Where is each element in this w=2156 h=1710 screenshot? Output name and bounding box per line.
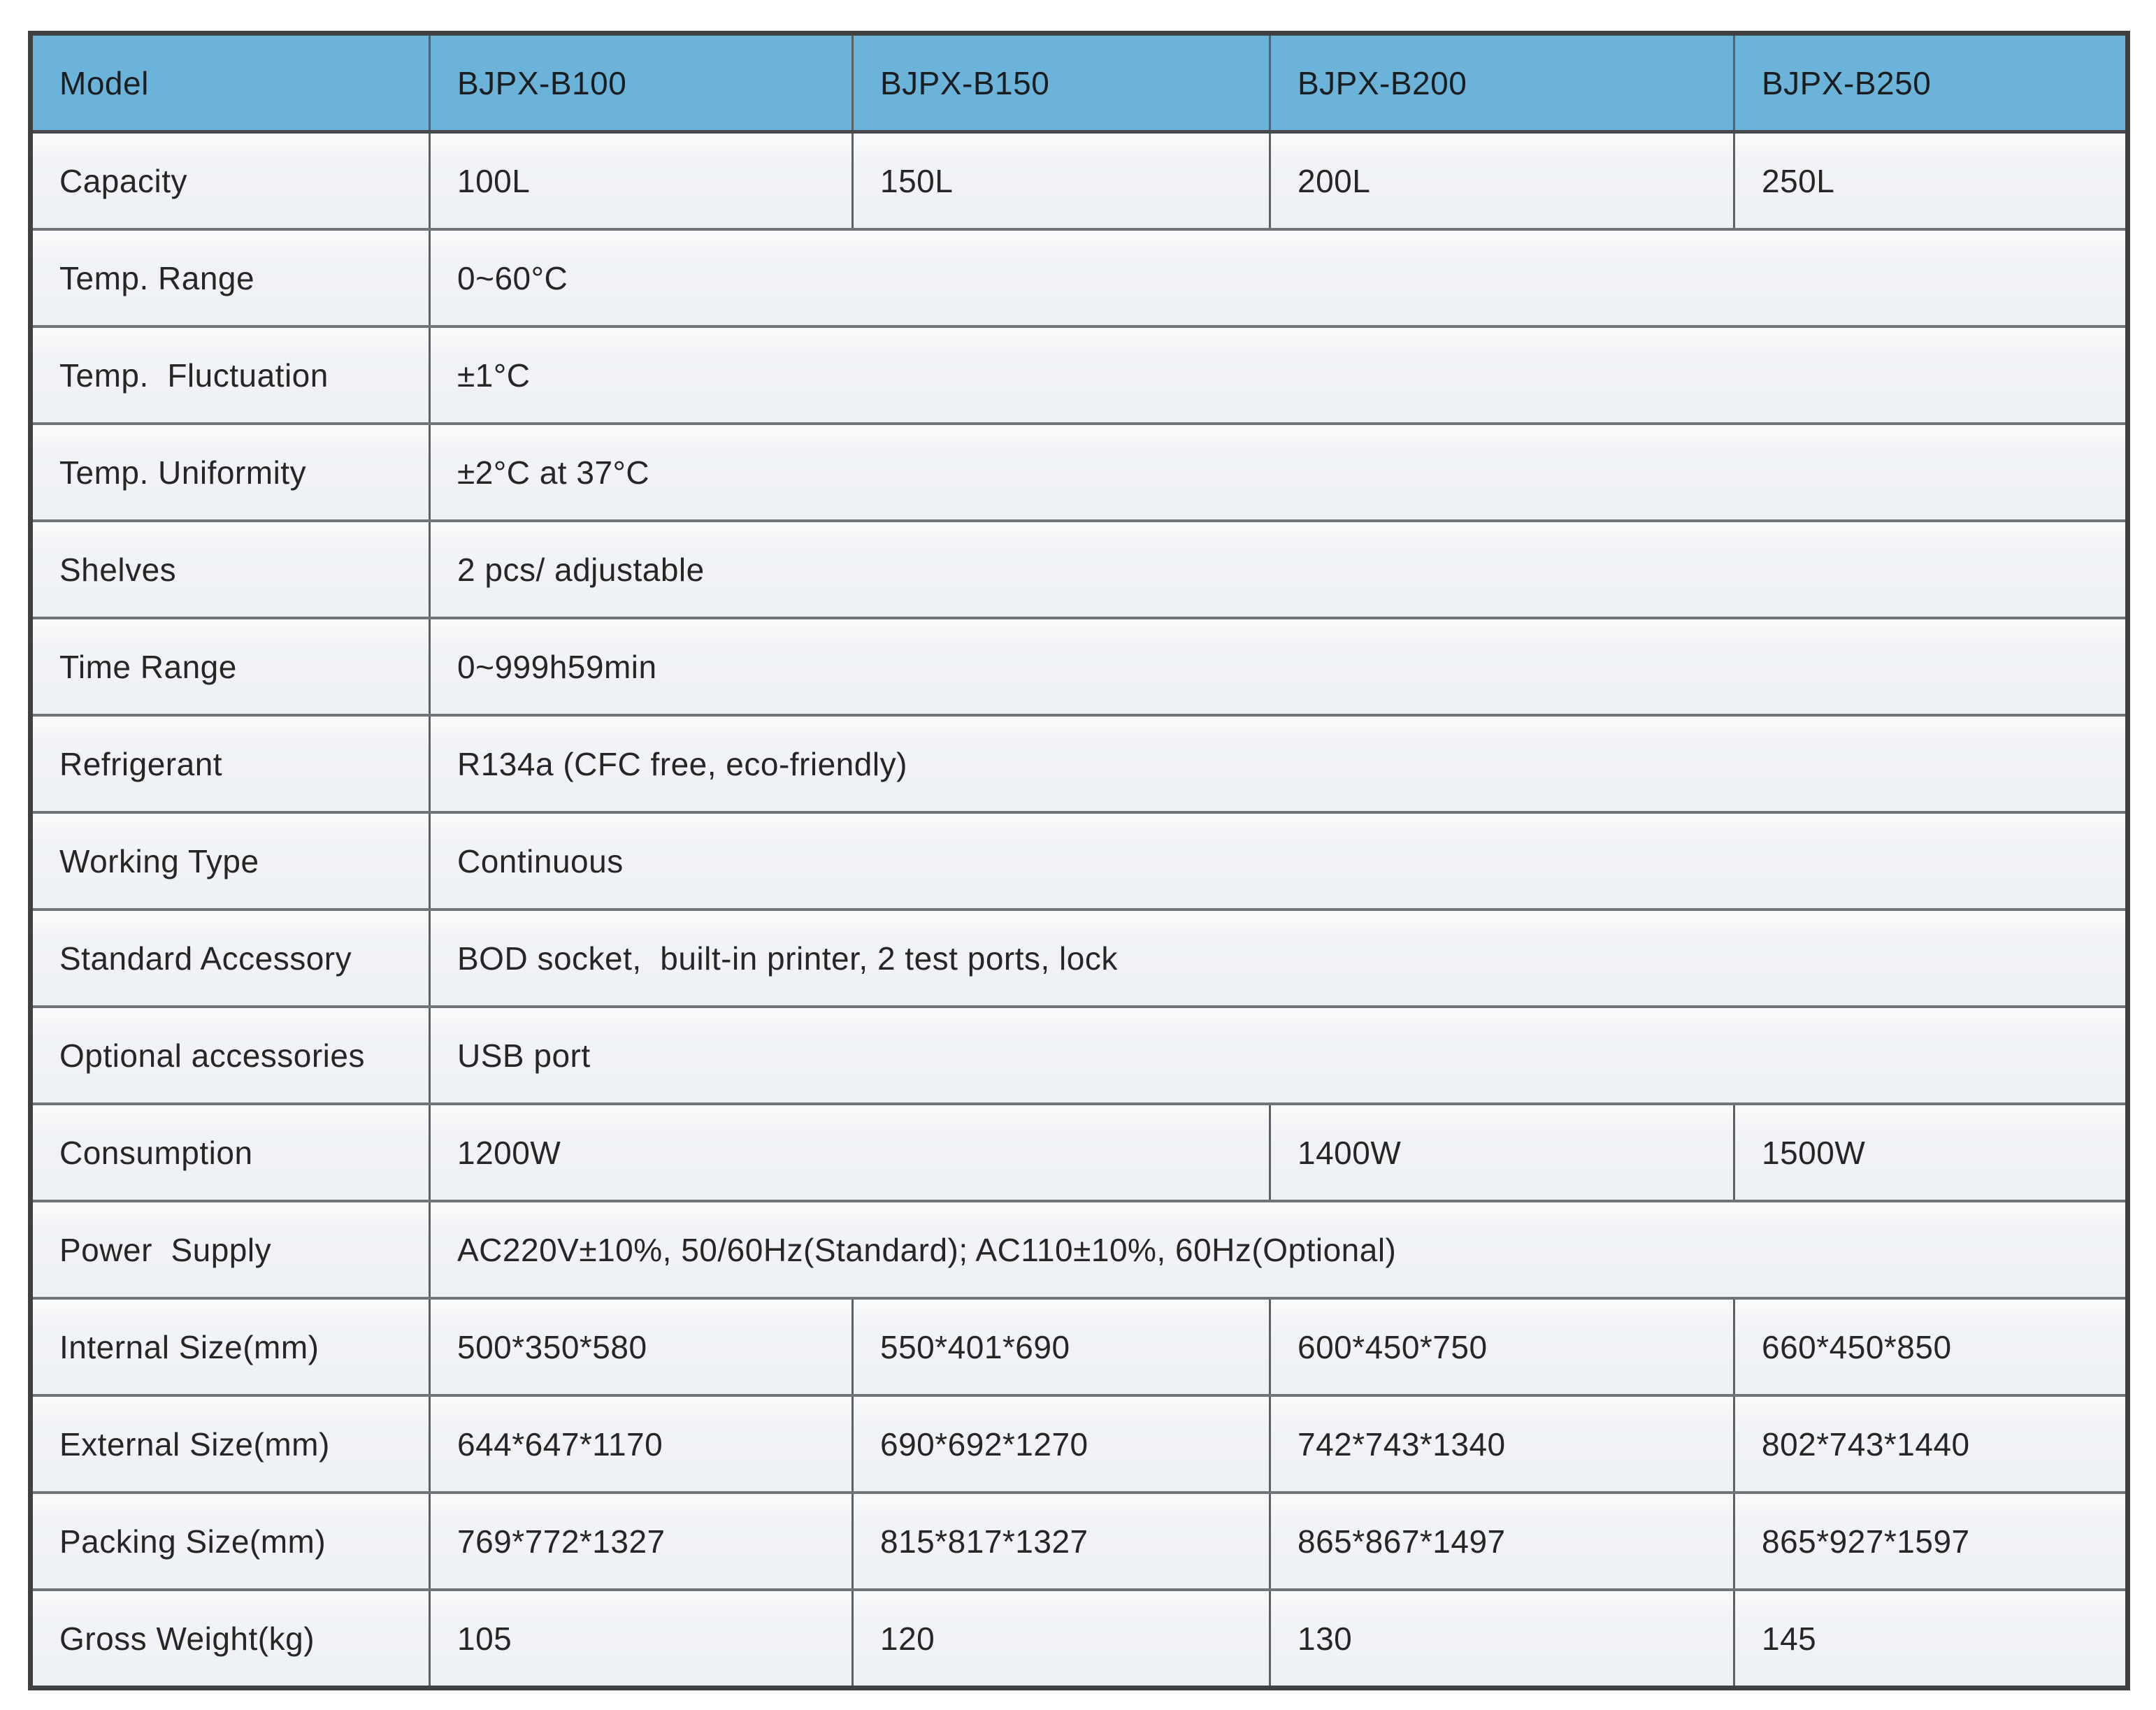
row-value: 130 (1269, 1588, 1735, 1690)
row-label: Internal Size(mm) (29, 1297, 431, 1397)
row-external-size: External Size(mm) 644*647*1170 690*692*1… (29, 1394, 2129, 1494)
row-value: ±2°C at 37°C (429, 422, 2129, 522)
row-consumption: Consumption 1200W 1400W 1500W (29, 1102, 2129, 1202)
row-value: 2 pcs/ adjustable (429, 519, 2129, 619)
header-row: Model BJPX-B100 BJPX-B150 BJPX-B200 BJPX… (29, 31, 2129, 134)
row-label: Time Range (29, 617, 431, 717)
row-value: R134a (CFC free, eco-friendly) (429, 714, 2129, 814)
row-label: Optional accessories (29, 1005, 431, 1105)
row-value: 250L (1733, 130, 2129, 231)
row-label: Capacity (29, 130, 431, 231)
row-value: 865*867*1497 (1269, 1491, 1735, 1591)
row-time-range: Time Range 0~999h59min (29, 617, 2129, 717)
row-value: 145 (1733, 1588, 2129, 1690)
row-temp-uniformity: Temp. Uniformity ±2°C at 37°C (29, 422, 2129, 522)
row-value: 1500W (1733, 1102, 2129, 1202)
row-value: 1400W (1269, 1102, 1735, 1202)
row-label: Temp. Fluctuation (29, 325, 431, 425)
row-standard-accessory: Standard Accessory BOD socket, built-in … (29, 908, 2129, 1008)
header-cell-b200: BJPX-B200 (1269, 31, 1735, 134)
row-shelves: Shelves 2 pcs/ adjustable (29, 519, 2129, 619)
row-value: 802*743*1440 (1733, 1394, 2129, 1494)
row-label: Power Supply (29, 1200, 431, 1300)
row-label: External Size(mm) (29, 1394, 431, 1494)
spec-table-container: Model BJPX-B100 BJPX-B150 BJPX-B200 BJPX… (28, 31, 2130, 1690)
product-spec-table: Model BJPX-B100 BJPX-B150 BJPX-B200 BJPX… (28, 31, 2130, 1690)
header-cell-b250: BJPX-B250 (1733, 31, 2129, 134)
header-cell-b150: BJPX-B150 (851, 31, 1271, 134)
row-value: 742*743*1340 (1269, 1394, 1735, 1494)
row-value: 644*647*1170 (429, 1394, 854, 1494)
row-value: 0~999h59min (429, 617, 2129, 717)
row-value: 200L (1269, 130, 1735, 231)
row-temp-fluctuation: Temp. Fluctuation ±1°C (29, 325, 2129, 425)
row-label: Working Type (29, 811, 431, 911)
row-label: Packing Size(mm) (29, 1491, 431, 1591)
row-value: 769*772*1327 (429, 1491, 854, 1591)
row-value: 865*927*1597 (1733, 1491, 2129, 1591)
row-value: 600*450*750 (1269, 1297, 1735, 1397)
row-packing-size: Packing Size(mm) 769*772*1327 815*817*13… (29, 1491, 2129, 1591)
row-optional-accessories: Optional accessories USB port (29, 1005, 2129, 1105)
row-value: 550*401*690 (851, 1297, 1271, 1397)
row-label: Standard Accessory (29, 908, 431, 1008)
row-label: Gross Weight(kg) (29, 1588, 431, 1690)
header-cell-model: Model (29, 31, 431, 134)
row-value: 1200W (429, 1102, 1271, 1202)
row-value: 690*692*1270 (851, 1394, 1271, 1494)
row-label: Temp. Uniformity (29, 422, 431, 522)
row-internal-size: Internal Size(mm) 500*350*580 550*401*69… (29, 1297, 2129, 1397)
row-capacity: Capacity 100L 150L 200L 250L (29, 130, 2129, 231)
row-label: Consumption (29, 1102, 431, 1202)
row-value: 500*350*580 (429, 1297, 854, 1397)
row-label: Refrigerant (29, 714, 431, 814)
row-value: 120 (851, 1588, 1271, 1690)
row-label: Shelves (29, 519, 431, 619)
row-value: Continuous (429, 811, 2129, 911)
row-power-supply: Power Supply AC220V±10%, 50/60Hz(Standar… (29, 1200, 2129, 1300)
row-gross-weight: Gross Weight(kg) 105 120 130 145 (29, 1588, 2129, 1690)
row-label: Temp. Range (29, 228, 431, 328)
row-refrigerant: Refrigerant R134a (CFC free, eco-friendl… (29, 714, 2129, 814)
row-value: 105 (429, 1588, 854, 1690)
row-value: AC220V±10%, 50/60Hz(Standard); AC110±10%… (429, 1200, 2129, 1300)
row-value: ±1°C (429, 325, 2129, 425)
row-temp-range: Temp. Range 0~60°C (29, 228, 2129, 328)
header-cell-b100: BJPX-B100 (429, 31, 854, 134)
row-value: 150L (851, 130, 1271, 231)
row-value: 0~60°C (429, 228, 2129, 328)
row-value: 660*450*850 (1733, 1297, 2129, 1397)
row-value: BOD socket, built-in printer, 2 test por… (429, 908, 2129, 1008)
row-working-type: Working Type Continuous (29, 811, 2129, 911)
row-value: 815*817*1327 (851, 1491, 1271, 1591)
row-value: USB port (429, 1005, 2129, 1105)
row-value: 100L (429, 130, 854, 231)
